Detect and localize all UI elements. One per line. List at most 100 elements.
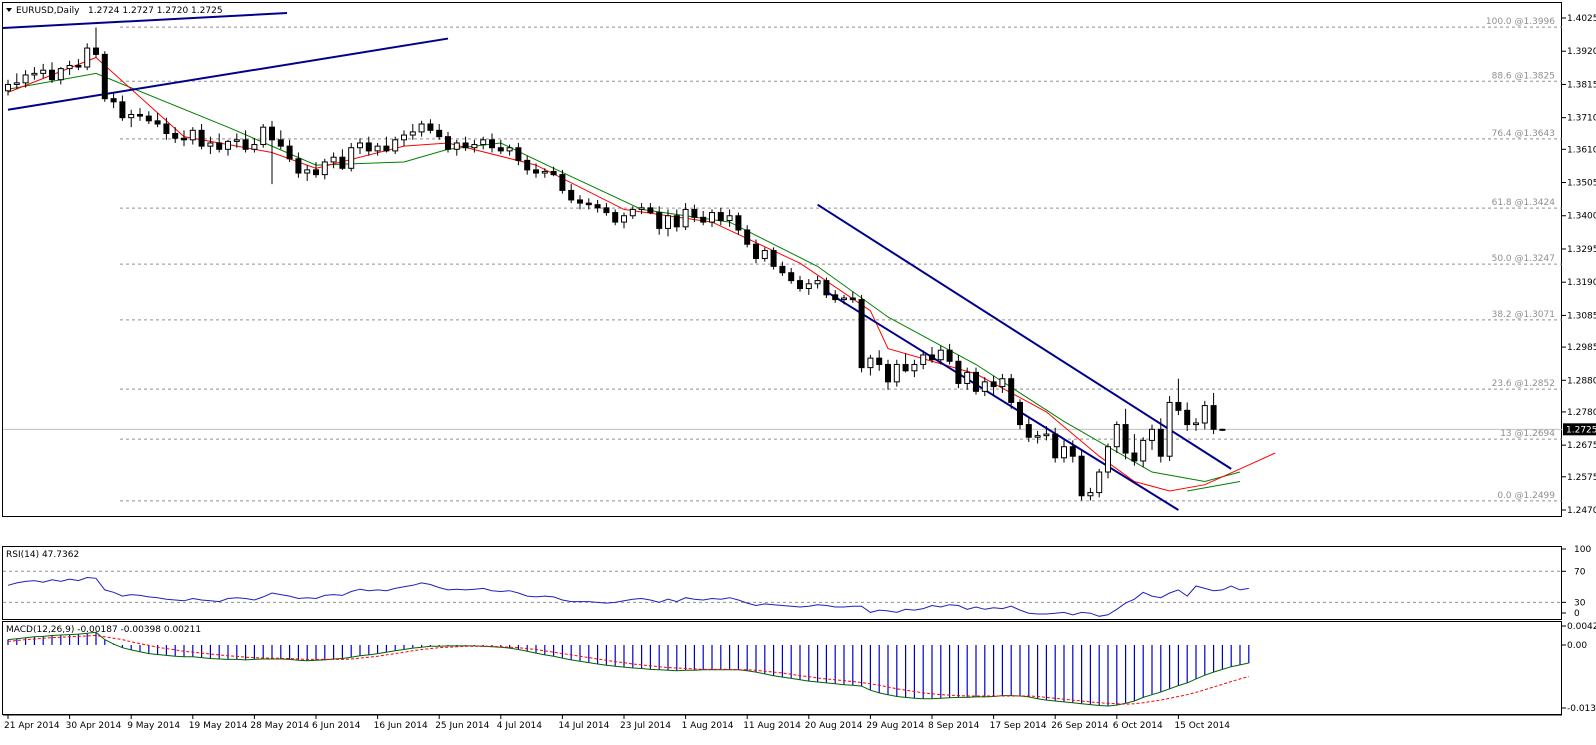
candle-body: [902, 363, 909, 372]
candle: [524, 155, 531, 175]
candle-body: [462, 142, 469, 149]
candle-body: [409, 131, 416, 136]
candle-body: [1087, 492, 1094, 497]
candle: [374, 142, 381, 156]
candle-body: [1140, 439, 1147, 462]
candle: [550, 166, 557, 177]
price-tick-label: 1.2575: [1567, 473, 1596, 483]
macd-title: MACD(12,26,9) -0.00187 -0.00398 0.00211: [6, 625, 201, 635]
candle: [40, 63, 47, 79]
price-tick-label: 1.3190: [1567, 278, 1596, 288]
time-tick-label: 1 Aug 2014: [682, 721, 734, 731]
macd-tick-label: -0.01395: [1567, 704, 1596, 714]
fib-level-label: 23.6 @1.2852: [1492, 379, 1555, 389]
candle-body: [1166, 401, 1173, 457]
candle-body: [550, 170, 557, 176]
candle-body: [436, 129, 443, 138]
candle: [181, 130, 187, 147]
candle: [409, 123, 416, 140]
candle-body: [629, 208, 636, 217]
candle: [867, 354, 874, 376]
candle: [198, 123, 205, 150]
channel-upper-line[interactable]: [817, 203, 1232, 470]
candle: [57, 67, 64, 85]
candle: [13, 73, 20, 90]
candle-body: [656, 212, 663, 229]
candle-body: [858, 299, 865, 369]
candle-body: [84, 47, 91, 68]
candle: [154, 112, 161, 128]
candle: [735, 212, 742, 235]
candle-body: [700, 216, 707, 223]
fib-level-label: 100.0 @1.3996: [1486, 17, 1555, 27]
current-price-box: [1563, 423, 1596, 436]
candle-body: [1061, 446, 1067, 459]
candle-body: [682, 208, 689, 228]
macd-panel: 0.0042 0.00 -0.01395: [7, 622, 1596, 714]
dropdown-triangle-icon[interactable]: [6, 8, 12, 12]
candle: [1105, 443, 1111, 479]
candle-body: [594, 204, 601, 209]
candle: [286, 139, 293, 162]
candle: [902, 353, 909, 373]
candle-body: [753, 243, 759, 259]
candle: [964, 367, 971, 390]
price-tick-label: 1.3610: [1567, 145, 1596, 155]
candle-body: [357, 142, 363, 149]
candle-body: [990, 381, 997, 388]
candle: [973, 367, 979, 395]
candle: [277, 130, 284, 150]
candle: [392, 136, 399, 155]
candle: [955, 354, 962, 389]
candle-body: [559, 174, 566, 191]
candle: [304, 165, 311, 181]
candle-body: [761, 250, 768, 259]
candle-body: [515, 147, 522, 161]
candle-body: [946, 349, 953, 362]
upper-wedge-line[interactable]: [2, 12, 288, 29]
candle: [1175, 378, 1182, 416]
candle-body: [981, 381, 988, 392]
candle: [321, 158, 328, 180]
fib-level-label: 13 @1.2694: [1500, 429, 1555, 439]
candle-body: [383, 145, 390, 152]
candle: [832, 290, 839, 303]
candle-body: [973, 371, 979, 392]
candle-body: [823, 280, 830, 296]
candle: [436, 123, 443, 140]
candle-body: [1025, 424, 1032, 438]
macd-signal-line: [7, 634, 1249, 705]
candle: [251, 138, 258, 153]
candle-body: [1210, 405, 1217, 430]
candle: [128, 109, 135, 128]
candle-body: [665, 215, 671, 229]
candle-body: [647, 207, 654, 214]
candle: [1087, 487, 1094, 501]
candle-body: [40, 69, 47, 74]
candle: [541, 168, 548, 178]
channel-lower-line[interactable]: [825, 290, 1179, 511]
time-tick-label: 30 Apr 2014: [66, 721, 122, 731]
lower-wedge-line[interactable]: [7, 37, 449, 111]
candle-body: [788, 272, 795, 282]
candle-body: [277, 139, 284, 147]
time-tick-label: 14 Jul 2014: [558, 721, 609, 731]
candle: [1034, 430, 1041, 444]
candle: [1052, 427, 1059, 463]
slow-band-line[interactable]: [1187, 481, 1241, 492]
candle-body: [1175, 401, 1182, 411]
candle-body: [313, 169, 319, 176]
candle: [621, 212, 627, 229]
candle-body: [295, 158, 302, 174]
time-tick-label: 28 May 2014: [250, 721, 309, 731]
time-tick-label: 6 Oct 2014: [1113, 721, 1163, 731]
candle-body: [1017, 401, 1023, 426]
candle: [189, 127, 196, 145]
candle: [585, 198, 592, 210]
candle: [638, 203, 645, 215]
candle: [823, 277, 830, 299]
candle: [330, 152, 337, 169]
candle: [295, 152, 302, 178]
candle-body: [119, 101, 126, 119]
